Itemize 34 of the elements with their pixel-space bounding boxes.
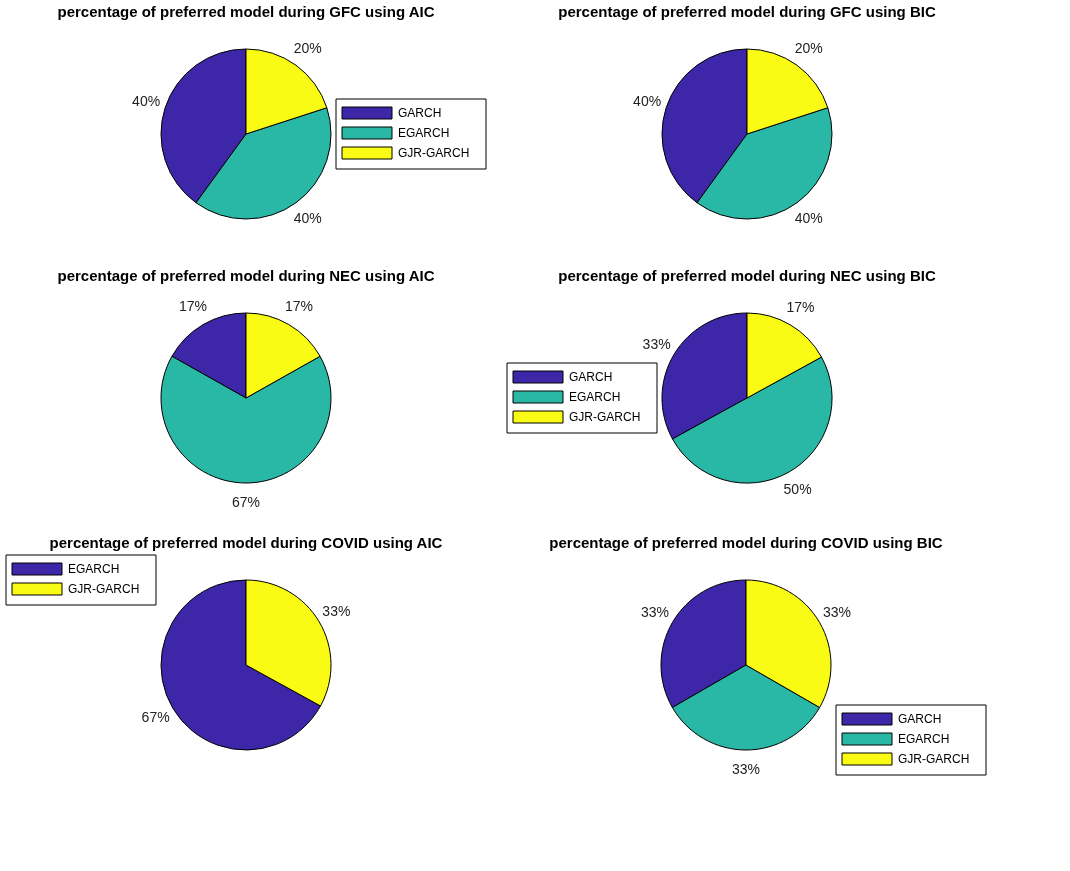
chart-title: percentage of preferred model during NEC using BIC xyxy=(558,267,936,284)
legend-label: GJR-GARCH xyxy=(68,582,140,596)
chart-title: percentage of preferred model during GFC using BIC xyxy=(558,3,936,20)
chart-title: percentage of preferred model during COVID using BIC xyxy=(549,534,943,551)
data-label: 40% xyxy=(633,92,662,109)
chart-title: percentage of preferred model during NEC using AIC xyxy=(57,267,435,284)
data-label: 17% xyxy=(179,298,208,315)
data-label: 33% xyxy=(822,603,851,620)
legend-label: GJR-GARCH xyxy=(569,410,641,424)
chart-title: percentage of preferred model during COVID using AIC xyxy=(49,533,443,551)
data-label: 67% xyxy=(231,494,261,510)
legend-label: EGARCH xyxy=(398,126,450,140)
legend-label: EGARCH xyxy=(68,562,120,576)
data-label: 20% xyxy=(293,40,322,57)
legend-label: GARCH xyxy=(898,712,942,726)
data-label: 20% xyxy=(794,40,823,57)
data-label: 33% xyxy=(322,602,351,619)
legend-label: GARCH xyxy=(398,106,442,120)
data-label: 40% xyxy=(293,209,322,226)
legend-label: GJR-GARCH xyxy=(398,146,470,160)
data-label: 40% xyxy=(132,92,161,109)
legend-label: GJR-GARCH xyxy=(898,752,970,766)
data-label: 50% xyxy=(783,481,812,498)
data-label: 33% xyxy=(642,335,671,352)
data-label: 17% xyxy=(284,298,313,315)
legend-label: GARCH xyxy=(569,370,613,384)
legend-label: EGARCH xyxy=(569,390,621,404)
data-label: 33% xyxy=(641,603,670,620)
data-label: 40% xyxy=(794,209,823,226)
data-label: 67% xyxy=(141,709,170,726)
data-label: 33% xyxy=(731,761,761,777)
data-label: 17% xyxy=(786,298,815,315)
legend-label: EGARCH xyxy=(898,732,950,746)
chart-title: percentage of preferred model during GFC using AIC xyxy=(57,3,435,20)
